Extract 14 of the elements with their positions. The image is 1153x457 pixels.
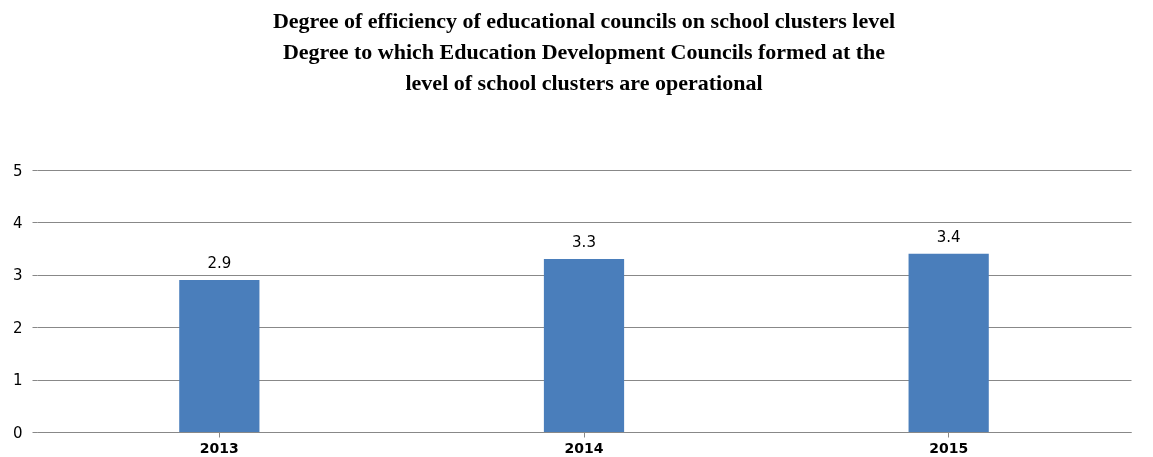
data-label: 3.3: [572, 233, 596, 252]
data-label: 2.9: [207, 254, 232, 273]
y-tick-label: 1: [12, 371, 23, 390]
y-tick-label: 4: [12, 213, 23, 232]
x-tick-label: 2014: [564, 439, 604, 456]
chart-title: Degree of efficiency of educational councils on school clusters level: [272, 8, 896, 33]
chart-subtitle: Degree to which Education Development Councils formed at the level of school clusters are operational: [282, 39, 886, 95]
data-label: 3.4: [936, 227, 961, 246]
y-tick-label: 3: [12, 266, 23, 285]
x-tick-label: 2015: [929, 439, 969, 456]
x-tick-label: 2013: [199, 439, 239, 456]
y-tick-label: 2: [12, 318, 23, 337]
y-tick-label: 5: [12, 161, 23, 180]
y-tick-label: 0: [12, 423, 23, 442]
